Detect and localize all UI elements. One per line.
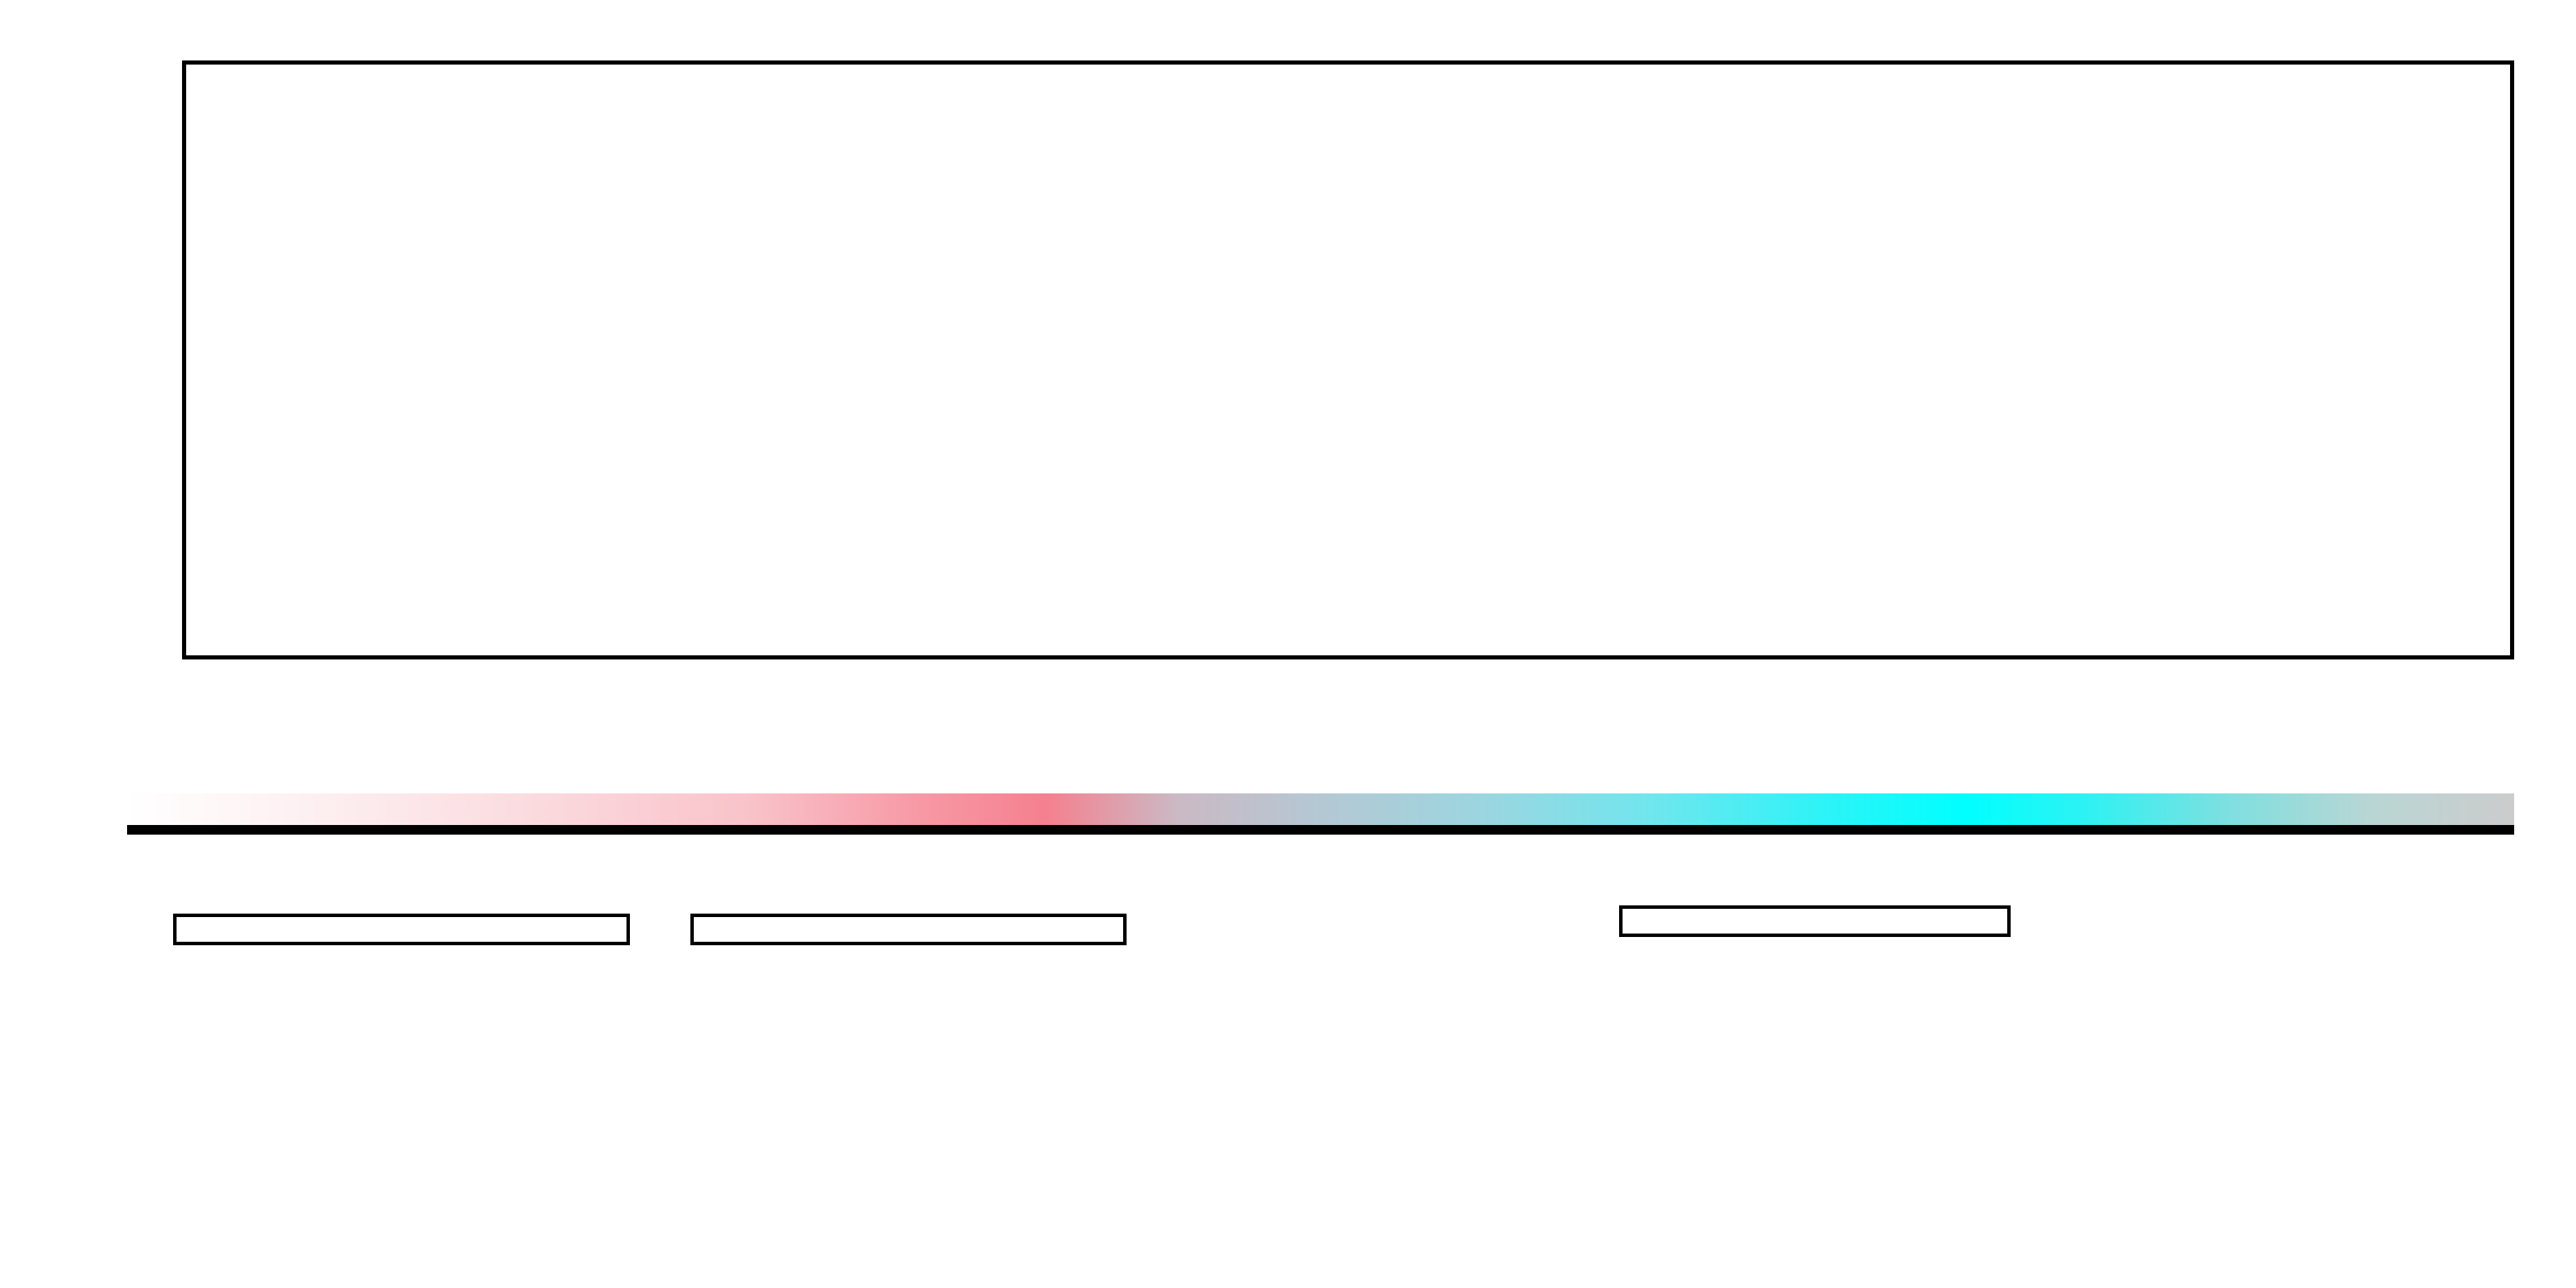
phase-colorbar (127, 793, 2514, 825)
chart-plot-area (182, 60, 2514, 659)
plot-clip (186, 65, 2510, 655)
legend-water (173, 914, 630, 945)
colorbar-gradient (127, 793, 2514, 825)
colorbar-axis-line (127, 825, 2514, 835)
legend-ice (690, 914, 1127, 945)
plot-canvas (186, 65, 2510, 655)
legend-actris (1619, 905, 2011, 937)
